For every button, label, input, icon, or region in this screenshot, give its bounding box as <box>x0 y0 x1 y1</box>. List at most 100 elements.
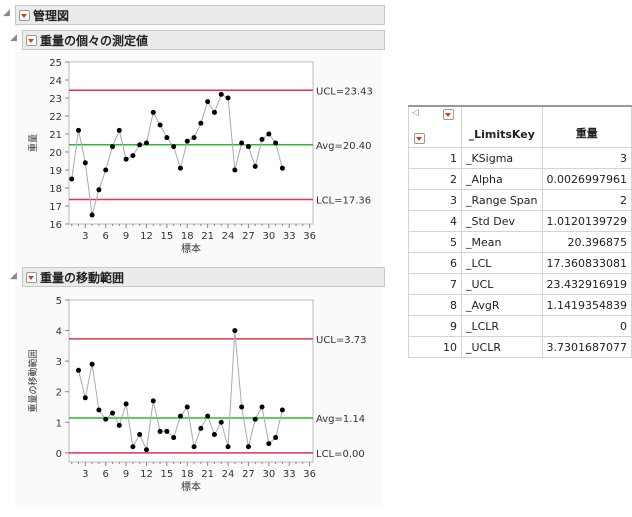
data-point <box>232 328 238 334</box>
data-point <box>82 160 88 166</box>
column-header[interactable]: _LimitsKey <box>460 105 543 148</box>
red-triangle-menu-icon[interactable] <box>19 9 30 21</box>
data-point <box>82 395 88 401</box>
row-number: 4 <box>408 210 462 232</box>
data-point <box>130 444 136 450</box>
disclosure-icon[interactable]: ◢ <box>10 33 17 43</box>
report-title: 管理図 <box>33 8 70 23</box>
x-tick-label: 33 <box>283 469 296 480</box>
column-header[interactable]: 重量 <box>541 105 632 148</box>
data-point <box>245 144 251 150</box>
data-point <box>191 135 197 141</box>
limits-key-cell: _LCL <box>460 252 543 274</box>
disclosure-icon[interactable]: ◢ <box>3 8 10 18</box>
x-tick-label: 3 <box>82 231 88 242</box>
value-cell: 0 <box>541 315 632 337</box>
table-corner[interactable]: ◁ <box>408 105 462 148</box>
table-row[interactable]: 9 _LCLR 0 <box>408 315 632 337</box>
limit-label: Avg=1.14 <box>316 414 365 425</box>
table-row[interactable]: 6 _LCL 17.360833081 <box>408 252 632 274</box>
y-tick-label: 3 <box>56 357 62 368</box>
table-row[interactable]: 8 _AvgR 1.1419354839 <box>408 294 632 316</box>
data-point <box>157 122 163 128</box>
data-point <box>198 425 204 431</box>
x-tick-label: 30 <box>262 469 275 480</box>
value-cell: 3.7301687077 <box>541 336 632 358</box>
disclosure-icon[interactable]: ◢ <box>10 271 17 281</box>
data-point <box>211 109 217 115</box>
data-point <box>103 416 109 422</box>
red-triangle-menu-icon[interactable] <box>26 34 37 46</box>
y-tick-label: 25 <box>49 58 62 69</box>
x-tick-label: 36 <box>303 469 316 480</box>
x-tick-label: 12 <box>140 231 153 242</box>
table-row[interactable]: 10 _UCLR 3.7301687077 <box>408 336 632 358</box>
x-tick-label: 9 <box>123 469 129 480</box>
data-point <box>266 131 272 137</box>
red-triangle-menu-icon[interactable] <box>26 271 37 283</box>
data-point <box>198 120 204 126</box>
value-cell: 1.0120139729 <box>541 210 632 232</box>
limits-key-cell: _Alpha <box>460 168 543 190</box>
x-tick-label: 15 <box>161 469 174 480</box>
table-row[interactable]: 4 _Std Dev 1.0120139729 <box>408 210 632 232</box>
y-tick-label: 20 <box>49 148 62 159</box>
data-point <box>184 404 190 410</box>
chart1-title: 重量の個々の測定値 <box>40 33 149 48</box>
data-point <box>252 163 258 169</box>
x-tick-label: 27 <box>242 231 255 242</box>
table-row[interactable]: 2 _Alpha 0.0026997961 <box>408 168 632 190</box>
data-point <box>164 428 170 434</box>
data-point <box>143 447 149 453</box>
x-tick-label: 18 <box>181 469 194 480</box>
data-point <box>89 212 95 218</box>
y-axis-label: 重量 <box>27 134 39 152</box>
data-point <box>157 428 163 434</box>
data-point <box>218 91 224 97</box>
y-tick-label: 4 <box>56 327 62 338</box>
row-number: 7 <box>408 273 462 295</box>
row-number: 9 <box>408 315 462 337</box>
limit-label: LCL=0.00 <box>316 449 365 460</box>
y-tick-label: 5 <box>56 296 62 307</box>
red-triangle-menu-icon[interactable] <box>414 133 425 144</box>
x-tick-label: 36 <box>303 231 316 242</box>
table-row[interactable]: 5 _Mean 20.396875 <box>408 231 632 253</box>
data-point <box>116 422 122 428</box>
limits-table: ◁ _LimitsKey 重量 1 _KSigma 3 2 _Alpha 0.002699… <box>408 105 632 358</box>
red-triangle-menu-icon[interactable] <box>442 109 454 120</box>
y-tick-label: 18 <box>49 184 62 195</box>
x-tick-label: 6 <box>103 231 109 242</box>
value-cell: 2 <box>541 189 632 211</box>
data-point <box>177 413 183 419</box>
x-tick-label: 21 <box>201 469 214 480</box>
data-point <box>232 167 238 173</box>
data-point <box>273 140 279 146</box>
data-point <box>245 444 251 450</box>
limits-key-cell: _UCL <box>460 273 543 295</box>
data-point <box>150 109 156 115</box>
value-cell: 1.1419354839 <box>541 294 632 316</box>
data-point <box>279 165 285 171</box>
collapse-icon[interactable]: ◁ <box>412 108 419 118</box>
data-point <box>239 140 245 146</box>
row-number: 8 <box>408 294 462 316</box>
data-point <box>137 431 143 437</box>
x-tick-label: 33 <box>283 231 296 242</box>
y-tick-label: 22 <box>49 112 62 123</box>
limits-key-cell: _Range Span <box>460 189 543 211</box>
value-cell: 20.396875 <box>541 231 632 253</box>
data-point <box>279 407 285 413</box>
value-cell: 0.0026997961 <box>541 168 632 190</box>
data-point <box>76 367 82 373</box>
table-row[interactable]: 1 _KSigma 3 <box>408 147 632 169</box>
data-point <box>259 136 265 142</box>
chart2-header: 重量の移動範囲 <box>22 267 385 287</box>
data-point <box>171 144 177 150</box>
data-point <box>103 167 109 173</box>
table-row[interactable]: 7 _UCL 23.432916919 <box>408 273 632 295</box>
chart1-header: 重量の個々の測定値 <box>22 30 385 50</box>
table-row[interactable]: 3 _Range Span 2 <box>408 189 632 211</box>
